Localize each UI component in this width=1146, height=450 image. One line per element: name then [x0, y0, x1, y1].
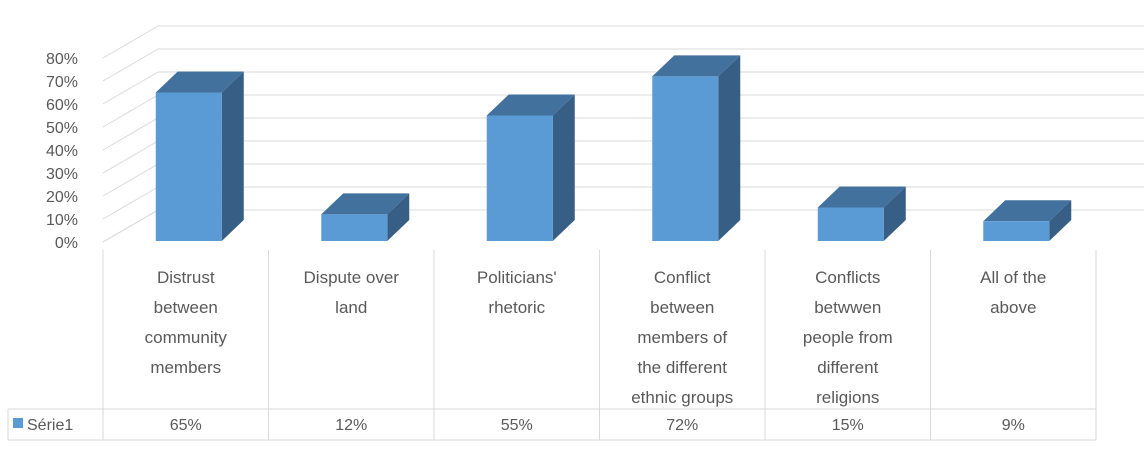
x-category-label: Distrust	[157, 268, 215, 287]
x-category-label: community	[145, 328, 228, 347]
y-tick-label: 30%	[46, 166, 78, 183]
x-category-label: Dispute over	[304, 268, 400, 287]
x-category-label: Conflicts	[815, 268, 880, 287]
series-name: Série1	[27, 417, 73, 434]
bar	[817, 207, 884, 241]
x-category-label: different	[817, 358, 878, 377]
bar-top	[817, 186, 906, 208]
data-table-value: 12%	[335, 417, 367, 434]
x-category-label: between	[154, 298, 218, 317]
gridline-side	[102, 163, 159, 197]
gridline-side	[102, 71, 159, 105]
bar-top	[983, 200, 1072, 222]
y-tick-label: 40%	[46, 143, 78, 160]
x-category-label: the different	[638, 358, 728, 377]
data-table-value: 72%	[666, 417, 698, 434]
bar-top	[652, 55, 741, 77]
gridline-side	[102, 117, 159, 151]
bar	[321, 214, 388, 241]
gridline-side	[102, 48, 159, 82]
x-category-label: All of the	[980, 268, 1046, 287]
bar-side	[221, 71, 244, 241]
bar-top	[321, 193, 410, 215]
y-tick-label: 0%	[55, 235, 78, 252]
bar	[486, 115, 553, 241]
bar	[652, 76, 719, 242]
x-category-label: people from	[803, 328, 893, 347]
gridline-side	[102, 94, 159, 128]
data-table-value: 9%	[1002, 417, 1025, 434]
x-category-label: members of	[637, 328, 727, 347]
x-category-label: Conflict	[654, 268, 711, 287]
y-tick-label: 80%	[46, 51, 78, 68]
x-category-label: religions	[816, 388, 879, 407]
x-category-label: Politicians'	[477, 268, 557, 287]
gridline-side	[102, 140, 159, 174]
x-category-label: betwwen	[814, 298, 881, 317]
gridline-side	[102, 25, 159, 59]
legend-key	[13, 418, 23, 428]
y-tick-label: 50%	[46, 120, 78, 137]
y-tick-label: 70%	[46, 74, 78, 91]
bar-side	[387, 193, 410, 241]
x-category-label: above	[990, 298, 1036, 317]
data-table-value: 55%	[501, 417, 533, 434]
x-category-label: between	[650, 298, 714, 317]
bar	[983, 221, 1050, 241]
bar-side	[883, 186, 906, 241]
data-table-value: 65%	[170, 417, 202, 434]
data-table-value: 15%	[832, 417, 864, 434]
gridline-side	[102, 186, 159, 220]
x-category-label: members	[150, 358, 221, 377]
floor-edge	[102, 209, 159, 243]
bar-top	[155, 71, 244, 93]
x-category-label: land	[335, 298, 367, 317]
bar-side	[552, 94, 575, 241]
y-tick-label: 20%	[46, 189, 78, 206]
x-category-label: ethnic groups	[631, 388, 733, 407]
bar-side	[718, 55, 741, 242]
y-tick-label: 10%	[46, 212, 78, 229]
bar-top	[486, 94, 575, 116]
x-category-label: rhetoric	[488, 298, 545, 317]
y-tick-label: 60%	[46, 97, 78, 114]
bar	[155, 92, 222, 241]
bar-side	[1049, 200, 1072, 241]
